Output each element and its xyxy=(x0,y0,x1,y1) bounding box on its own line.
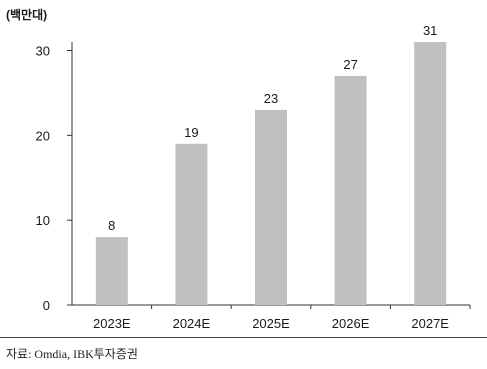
y-tick-label: 20 xyxy=(36,128,50,143)
y-tick-label: 10 xyxy=(36,213,50,228)
unit-label: (백만대) xyxy=(6,8,48,22)
x-tick-label: 2023E xyxy=(93,316,131,331)
footer-divider xyxy=(0,337,487,338)
data-label: 8 xyxy=(108,218,115,233)
data-label: 19 xyxy=(184,125,198,140)
bar-chart: 0 10 20 30 2023E 8 2024E 19 2025E 23 2026E 27 2027E… xyxy=(36,23,471,331)
data-label: 27 xyxy=(343,57,357,72)
bar xyxy=(255,109,287,305)
data-label: 31 xyxy=(423,23,437,38)
x-tick-label: 2025E xyxy=(252,316,290,331)
data-label: 23 xyxy=(264,91,278,106)
x-tick-label: 2024E xyxy=(173,316,211,331)
y-tick-label: 0 xyxy=(43,298,50,313)
x-tick-label: 2027E xyxy=(411,316,449,331)
bar xyxy=(175,143,208,305)
bar xyxy=(334,75,367,305)
y-tick-label: 30 xyxy=(36,43,50,58)
source-note: 자료: Omdia, IBK투자증권 xyxy=(6,347,138,361)
x-tick-label: 2026E xyxy=(332,316,370,331)
bar xyxy=(95,237,128,305)
bar xyxy=(414,42,447,305)
labels: 2023E 8 2024E 19 2025E 23 2026E 27 2027E 31 xyxy=(93,23,449,331)
bars xyxy=(95,42,447,305)
